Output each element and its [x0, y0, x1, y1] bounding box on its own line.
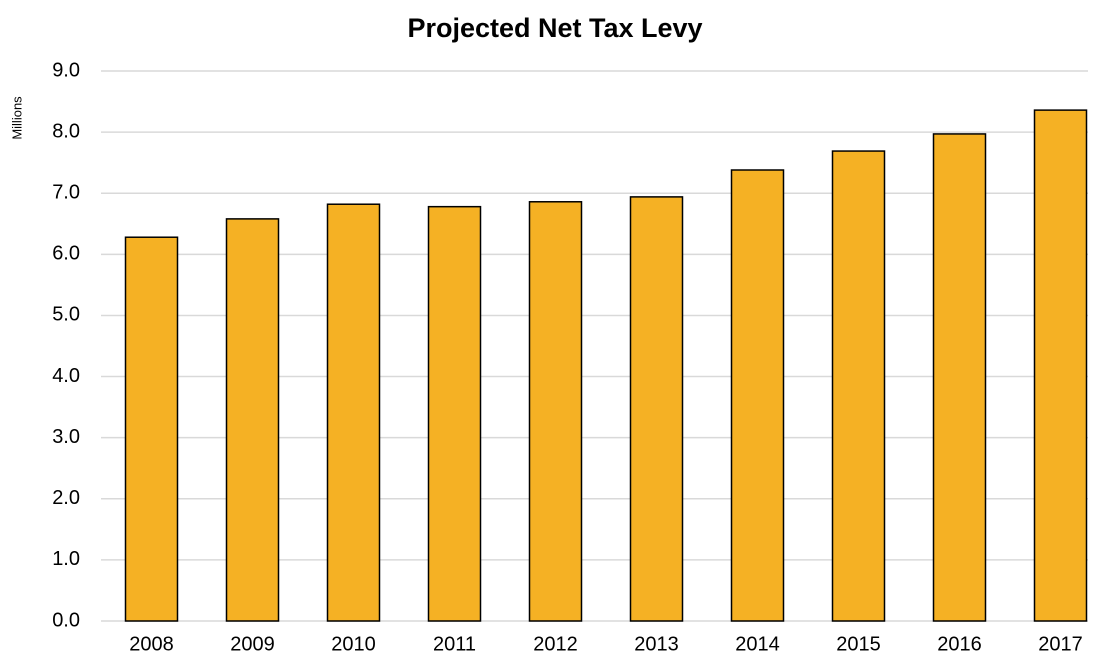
- bar: [225, 218, 280, 622]
- x-tick-label: 2012: [533, 633, 578, 655]
- bar: [629, 196, 684, 622]
- x-tick-label: 2008: [129, 633, 174, 655]
- bar: [528, 201, 583, 622]
- bar: [427, 205, 482, 622]
- x-tick-label: 2013: [634, 633, 679, 655]
- y-tick-label: 1.0: [52, 548, 80, 570]
- y-tick-label: 6.0: [52, 243, 80, 265]
- bar: [730, 169, 785, 622]
- y-tick-label: 9.0: [52, 59, 80, 81]
- x-tick-label: 2015: [836, 633, 881, 655]
- x-tick-label: 2017: [1038, 633, 1083, 655]
- x-tick-label: 2011: [433, 633, 476, 655]
- y-tick-label: 8.0: [52, 120, 80, 142]
- y-tick-label: 4.0: [52, 365, 80, 387]
- y-tick-label: 5.0: [52, 304, 80, 326]
- y-tick-label: 0.0: [52, 609, 80, 631]
- bar: [124, 236, 179, 622]
- bar: [932, 133, 987, 622]
- x-tick-label: 2009: [230, 633, 275, 655]
- chart-title: Projected Net Tax Levy: [407, 13, 702, 43]
- x-tick-label: 2010: [331, 633, 376, 655]
- y-tick-label: 3.0: [52, 426, 80, 448]
- x-tick-label: 2014: [735, 633, 780, 655]
- y-tick-label: 7.0: [52, 182, 80, 204]
- bar: [831, 150, 886, 622]
- y-axis-label: Millions: [9, 96, 24, 140]
- y-tick-label: 2.0: [52, 487, 80, 509]
- bar: [326, 203, 381, 622]
- bar: [1033, 109, 1088, 622]
- x-tick-label: 2016: [937, 633, 982, 655]
